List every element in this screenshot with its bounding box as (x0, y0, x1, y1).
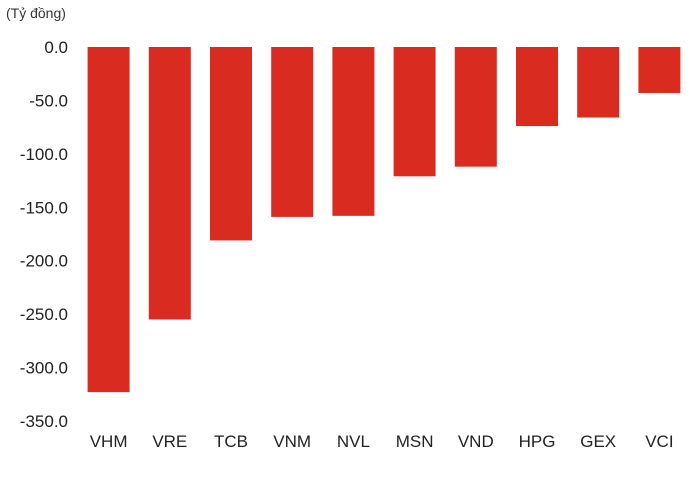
x-tick-label: HPG (519, 432, 556, 451)
unit-label: (Tỷ đồng) (6, 5, 66, 21)
x-tick-label: GEX (580, 432, 616, 451)
bar-msn (393, 47, 436, 177)
bar-nvl (332, 47, 375, 216)
y-tick-label: -100.0 (20, 145, 68, 164)
bar-tcb (210, 47, 252, 241)
bar-hpg (516, 47, 558, 127)
bar-vnd (454, 47, 497, 167)
y-tick-label: 0.0 (44, 38, 68, 57)
bar-vnm (271, 47, 314, 217)
x-tick-label: VNM (273, 432, 311, 451)
x-tick-label: VCI (645, 432, 673, 451)
x-tick-label: VND (458, 432, 494, 451)
x-axis-ticks: VHM VRE TCB VNM NVL MSN VND HPG GEX VCI (90, 432, 674, 451)
x-tick-label: VHM (90, 432, 128, 451)
y-tick-label: -50.0 (29, 91, 68, 110)
bar-vhm (87, 47, 130, 393)
x-tick-label: MSN (396, 432, 434, 451)
x-tick-label: VRE (152, 432, 187, 451)
x-tick-label: TCB (214, 432, 248, 451)
y-tick-label: -200.0 (20, 252, 68, 271)
x-tick-label: NVL (337, 432, 370, 451)
y-tick-label: -250.0 (20, 305, 68, 324)
y-tick-label: -300.0 (20, 359, 68, 378)
bar-gex (577, 47, 620, 118)
bar-vci (638, 47, 681, 93)
y-axis-ticks: 0.0 -50.0 -100.0 -150.0 -200.0 -250.0 -300.0 -3… (20, 38, 68, 431)
bar-vre (148, 47, 191, 320)
y-tick-label: -150.0 (20, 198, 68, 217)
y-tick-label: -350.0 (20, 412, 68, 431)
bars (87, 47, 681, 393)
